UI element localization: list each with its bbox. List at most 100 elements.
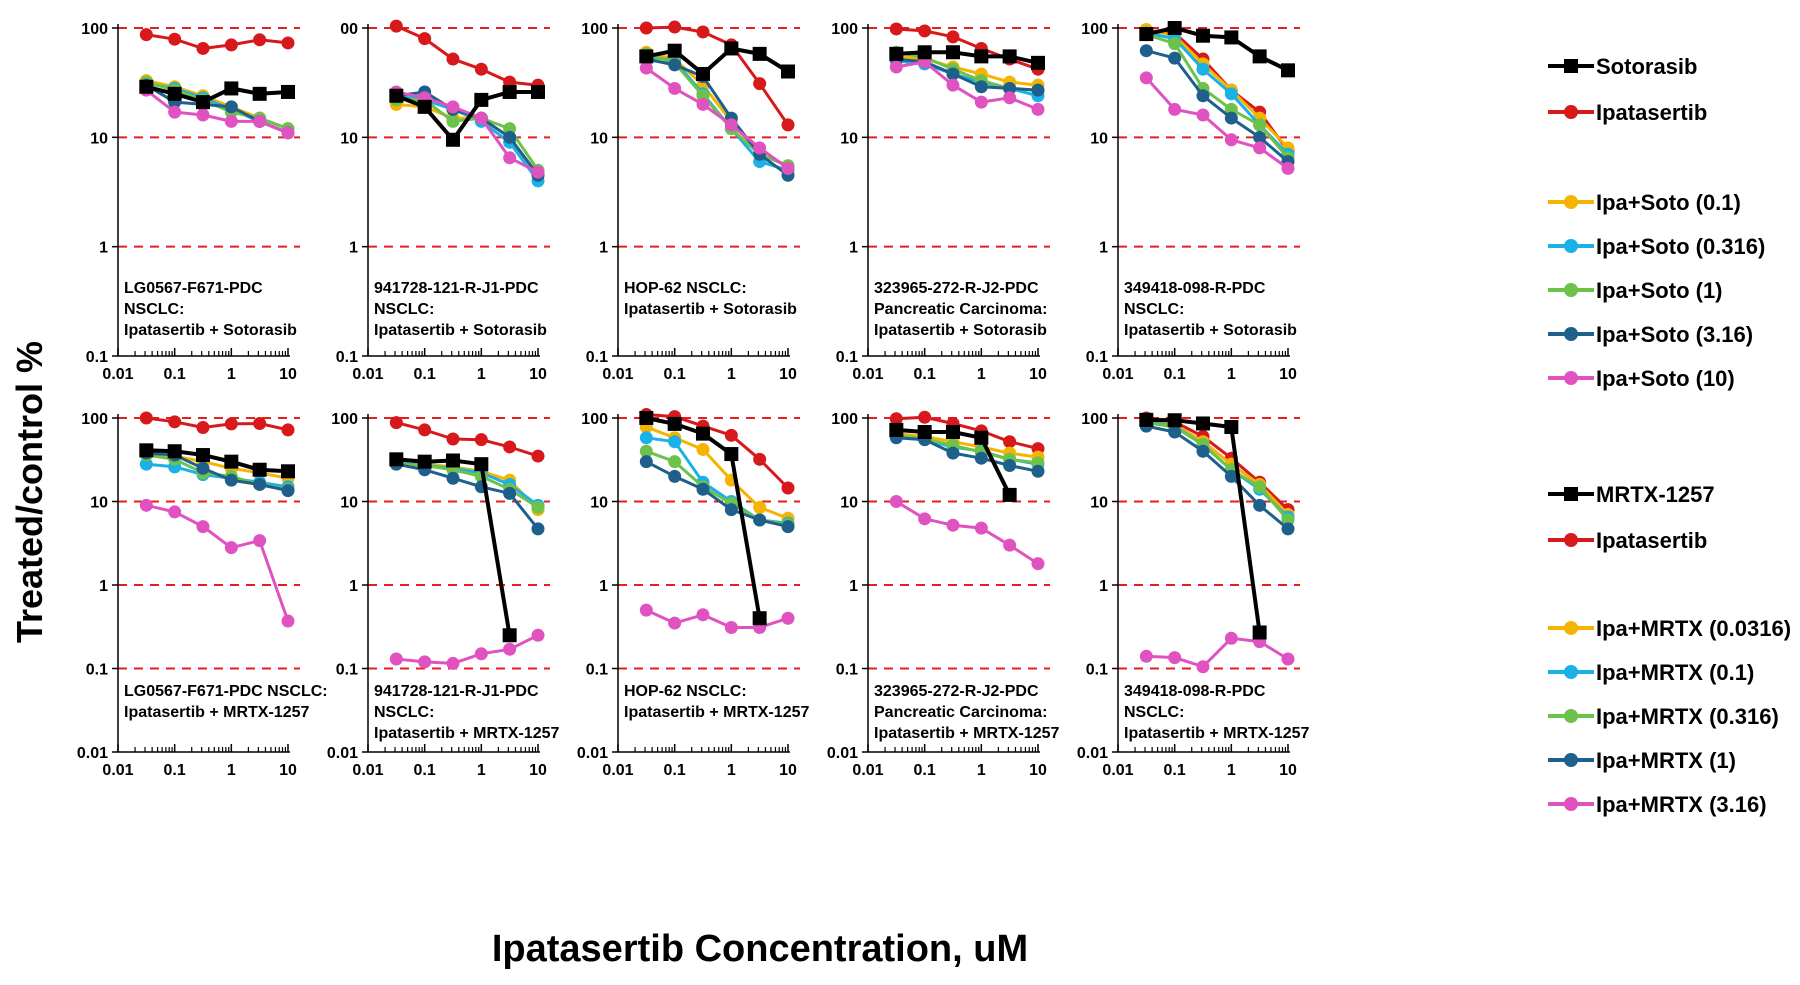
data-point [474,111,488,125]
chart-panel-8: 0.01 0.1 1 10 100 10 1 0.1 0.01 HOP-62 NSCLC: Ipat… [577,408,810,779]
legend-label: Ipa+Soto (1) [1596,278,1723,303]
data-point [417,99,432,114]
data-point [696,97,710,111]
series-line [146,416,289,432]
data-point [196,461,210,475]
data-point [724,620,738,634]
panel-note-line: 941728-121-R-J1-PDC [374,683,539,700]
legend-label: Ipatasertib [1596,100,1707,125]
y-tick-label: 100 [831,411,858,428]
legend-label: Ipa+MRTX (1) [1596,748,1736,773]
legend-item-ipa-soto-3-16: Ipa+Soto (3.16) [1548,322,1753,347]
x-tick-label: 1 [1227,762,1236,779]
series-ipa-mrtx-3-16 [139,498,295,628]
x-tick-label: 0.01 [602,366,633,383]
legend-label: Ipa+MRTX (0.1) [1596,660,1754,685]
series-mrtx-1257 [889,422,1017,502]
series-sotorasib [139,79,295,110]
series-line [1146,420,1290,519]
data-point [1224,469,1238,483]
data-point [781,520,795,534]
y-tick-label: 0.1 [1086,662,1108,679]
data-point [531,628,545,642]
y-tick-label: 00 [340,21,358,38]
series-line [646,413,790,490]
data-point [168,32,182,46]
series-ipa-soto-10 [1139,71,1295,175]
y-tick-label: 10 [1090,495,1108,512]
y-tick-label: 100 [1081,411,1108,428]
data-point [889,495,903,508]
data-point [253,33,267,47]
data-point [696,482,710,496]
data-point [1224,133,1238,147]
data-point [753,77,767,91]
data-point [474,647,488,661]
data-point [752,46,767,61]
data-point [1003,91,1017,105]
data-point [224,38,238,52]
data-point [252,462,267,477]
data-point [974,451,988,465]
data-point [1168,651,1182,665]
x-tick-label: 10 [529,366,547,383]
data-point [917,45,932,60]
data-point [945,45,960,60]
y-tick-label: 100 [581,411,608,428]
data-point [503,151,517,165]
panel-note-line: Ipatasertib + MRTX-1257 [124,704,310,721]
legend-label: Ipa+Soto (10) [1596,366,1735,391]
legend-marker [1564,533,1578,547]
data-point [668,455,682,469]
data-point [224,417,238,431]
series-line [1146,421,1290,521]
data-point [889,22,903,36]
data-point [445,453,460,468]
data-point [781,481,795,495]
legend-item-ipatasertib: Ipatasertib [1548,100,1707,125]
panel-note-line: Pancreatic Carcinoma: [874,704,1047,721]
data-point [1252,49,1267,64]
data-point [1168,425,1182,439]
y-tick-label: 0.01 [327,745,358,762]
series-ipa-mrtx-1 [639,455,795,534]
legend-marker [1564,487,1578,501]
data-point [639,603,653,617]
x-tick-label: 10 [1279,762,1297,779]
data-point [1195,416,1210,431]
data-point [667,416,682,431]
legend-item-mrtx-1257: MRTX-1257 [1548,482,1715,507]
y-tick-label: 1 [849,578,858,595]
series-ipa-mrtx-0-316 [1139,416,1295,527]
data-point [1139,71,1153,85]
y-axis-title: Treated/control % [0,0,60,985]
panel-note-line: 349418-098-R-PDC [1124,683,1266,700]
data-point [724,41,739,56]
chart-panel-7: 0.01 0.1 1 10 100 10 1 0.1 0.01 941728-121-R-J1-P… [327,411,560,779]
data-point [168,505,182,519]
panel-note-line: NSCLC: [374,704,434,721]
legend-label: Ipa+MRTX (3.16) [1596,792,1767,817]
x-tick-label: 0.1 [914,366,936,383]
x-tick-label: 10 [1029,762,1047,779]
legend-item-ipa-mrtx-0-1: Ipa+MRTX (0.1) [1548,660,1754,685]
data-point [224,454,239,469]
legend-label: Ipa+Soto (0.316) [1596,234,1765,259]
legend-item-ipa-mrtx-3-16: Ipa+MRTX (3.16) [1548,792,1767,817]
data-point [889,422,904,437]
x-tick-label: 10 [779,762,797,779]
legend-item-ipa-soto-10: Ipa+Soto (10) [1548,366,1735,391]
series-line [1146,636,1289,669]
data-point [753,500,767,514]
series-line [645,66,789,170]
panel-note-line: HOP-62 NSCLC: [624,280,747,297]
data-point [224,81,239,96]
y-tick-label: 10 [590,130,608,147]
data-point [1224,420,1239,435]
data-point [195,448,210,463]
y-tick-label: 10 [90,130,108,147]
series-ipa-mrtx-3-16 [889,495,1045,571]
data-point [1031,464,1045,478]
legend-item-ipa-soto-0-1: Ipa+Soto (0.1) [1548,190,1741,215]
chart-panel-4: 0.01 0.1 1 101001010.1323965-272-R-J2-PDCPa… [831,21,1050,383]
